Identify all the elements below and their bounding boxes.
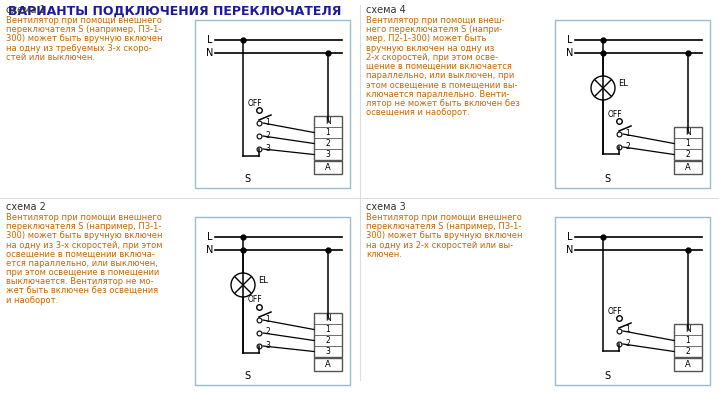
Text: A: A bbox=[685, 163, 691, 172]
Text: N: N bbox=[325, 314, 331, 323]
Text: ключается параллельно. Венти-: ключается параллельно. Венти- bbox=[366, 90, 509, 99]
Text: ключен.: ключен. bbox=[366, 250, 402, 259]
Bar bbox=[674, 324, 702, 357]
Text: 1: 1 bbox=[625, 325, 630, 335]
Text: 3: 3 bbox=[326, 150, 331, 159]
Text: лятор не может быть включен без: лятор не может быть включен без bbox=[366, 99, 520, 108]
Text: на одну из 2-х скоростей или вы-: на одну из 2-х скоростей или вы- bbox=[366, 241, 513, 250]
Text: 3: 3 bbox=[265, 340, 270, 350]
Text: A: A bbox=[325, 360, 331, 369]
Text: схема 3: схема 3 bbox=[366, 202, 406, 212]
Text: 1: 1 bbox=[265, 117, 270, 126]
Text: этом освещение в помещении вы-: этом освещение в помещении вы- bbox=[366, 81, 518, 89]
Text: Вентилятор при помощи внеш-: Вентилятор при помощи внеш- bbox=[366, 16, 505, 25]
Text: ВАРИАНТЫ ПОДКЛЮЧЕНИЯ ПЕРЕКЛЮЧАТЕЛЯ: ВАРИАНТЫ ПОДКЛЮЧЕНИЯ ПЕРЕКЛЮЧАТЕЛЯ bbox=[8, 5, 342, 18]
Text: OFF: OFF bbox=[247, 295, 262, 305]
Text: 2: 2 bbox=[265, 327, 270, 337]
Text: переключателя S (например, ПЗ-1-: переключателя S (например, ПЗ-1- bbox=[6, 25, 161, 34]
Text: N: N bbox=[566, 245, 573, 255]
Bar bbox=[314, 116, 342, 160]
Text: 300) может быть вручную включен: 300) может быть вручную включен bbox=[6, 231, 162, 241]
Text: 1: 1 bbox=[625, 128, 630, 137]
Text: параллельно, или выключен, при: параллельно, или выключен, при bbox=[366, 71, 514, 80]
Bar bbox=[314, 358, 342, 371]
Text: S: S bbox=[604, 174, 610, 184]
Bar bbox=[674, 358, 702, 371]
Text: S: S bbox=[604, 371, 610, 381]
Text: S: S bbox=[244, 371, 250, 381]
Text: 3: 3 bbox=[326, 347, 331, 356]
Text: жет быть включен без освещения: жет быть включен без освещения bbox=[6, 287, 158, 295]
Text: A: A bbox=[685, 360, 691, 369]
Text: N: N bbox=[206, 245, 213, 255]
Text: N: N bbox=[685, 128, 691, 137]
Text: 300) может быть вручную включен: 300) может быть вручную включен bbox=[366, 231, 523, 241]
Text: 3: 3 bbox=[265, 143, 270, 152]
Text: и наоборот.: и наоборот. bbox=[6, 296, 58, 305]
Bar bbox=[674, 161, 702, 174]
Text: L: L bbox=[208, 35, 213, 45]
Text: на одну из требуемых 3-х скоро-: на одну из требуемых 3-х скоро- bbox=[6, 43, 152, 53]
Text: EL: EL bbox=[258, 276, 268, 285]
Bar bbox=[195, 217, 350, 385]
Text: L: L bbox=[567, 232, 573, 242]
Text: N: N bbox=[566, 48, 573, 58]
Text: EL: EL bbox=[618, 79, 628, 88]
Text: переключателя S (например, ПЗ-1-: переключателя S (например, ПЗ-1- bbox=[366, 222, 521, 231]
Text: OFF: OFF bbox=[608, 109, 623, 118]
Text: 2: 2 bbox=[686, 347, 690, 356]
Text: освещение в помещении включа-: освещение в помещении включа- bbox=[6, 250, 155, 259]
Text: 2: 2 bbox=[326, 139, 330, 148]
Text: стей или выключен.: стей или выключен. bbox=[6, 53, 95, 62]
Text: выключается. Вентилятор не мо-: выключается. Вентилятор не мо- bbox=[6, 277, 153, 286]
Text: S: S bbox=[244, 174, 250, 184]
Text: L: L bbox=[208, 232, 213, 242]
Bar bbox=[314, 313, 342, 357]
Text: Вентилятор при помощи внешнего: Вентилятор при помощи внешнего bbox=[6, 213, 162, 222]
Text: Вентилятор при помощи внешнего: Вентилятор при помощи внешнего bbox=[366, 213, 522, 222]
Text: ется параллельно, или выключен,: ется параллельно, или выключен, bbox=[6, 259, 158, 268]
Text: N: N bbox=[206, 48, 213, 58]
Text: L: L bbox=[567, 35, 573, 45]
Bar bbox=[555, 20, 710, 188]
Text: 2-х скоростей, при этом осве-: 2-х скоростей, при этом осве- bbox=[366, 53, 498, 62]
Bar bbox=[674, 127, 702, 160]
Text: щение в помещении включается: щение в помещении включается bbox=[366, 62, 512, 71]
Bar bbox=[314, 161, 342, 174]
Text: 1: 1 bbox=[265, 314, 270, 324]
Text: 2: 2 bbox=[625, 339, 630, 348]
Text: 300) может быть вручную включен: 300) может быть вручную включен bbox=[6, 34, 162, 43]
Text: A: A bbox=[325, 163, 331, 172]
Text: N: N bbox=[685, 325, 691, 334]
Text: схема 1: схема 1 bbox=[6, 5, 46, 15]
Text: OFF: OFF bbox=[247, 98, 262, 107]
Text: схема 2: схема 2 bbox=[6, 202, 46, 212]
Text: на одну из 3-х скоростей, при этом: на одну из 3-х скоростей, при этом bbox=[6, 241, 162, 250]
Text: 2: 2 bbox=[265, 130, 270, 139]
Text: 1: 1 bbox=[326, 128, 330, 137]
Text: схема 4: схема 4 bbox=[366, 5, 406, 15]
Text: 1: 1 bbox=[686, 336, 690, 345]
Text: него переключателя S (напри-: него переключателя S (напри- bbox=[366, 25, 502, 34]
Text: переключателя S (например, ПЗ-1-: переключателя S (например, ПЗ-1- bbox=[6, 222, 161, 231]
Text: N: N bbox=[325, 117, 331, 126]
Text: 1: 1 bbox=[326, 325, 330, 334]
Text: вручную включен на одну из: вручную включен на одну из bbox=[366, 43, 494, 53]
Text: OFF: OFF bbox=[608, 307, 623, 316]
Text: мер, П2-1-300) может быть: мер, П2-1-300) может быть bbox=[366, 34, 486, 43]
Text: освещения и наоборот.: освещения и наоборот. bbox=[366, 108, 470, 117]
Bar bbox=[555, 217, 710, 385]
Bar bbox=[195, 20, 350, 188]
Text: 2: 2 bbox=[326, 336, 330, 345]
Text: 2: 2 bbox=[625, 141, 630, 150]
Text: Вентилятор при помощи внешнего: Вентилятор при помощи внешнего bbox=[6, 16, 162, 25]
Text: 2: 2 bbox=[686, 150, 690, 159]
Text: 1: 1 bbox=[686, 139, 690, 148]
Text: при этом освещение в помещении: при этом освещение в помещении bbox=[6, 268, 159, 277]
